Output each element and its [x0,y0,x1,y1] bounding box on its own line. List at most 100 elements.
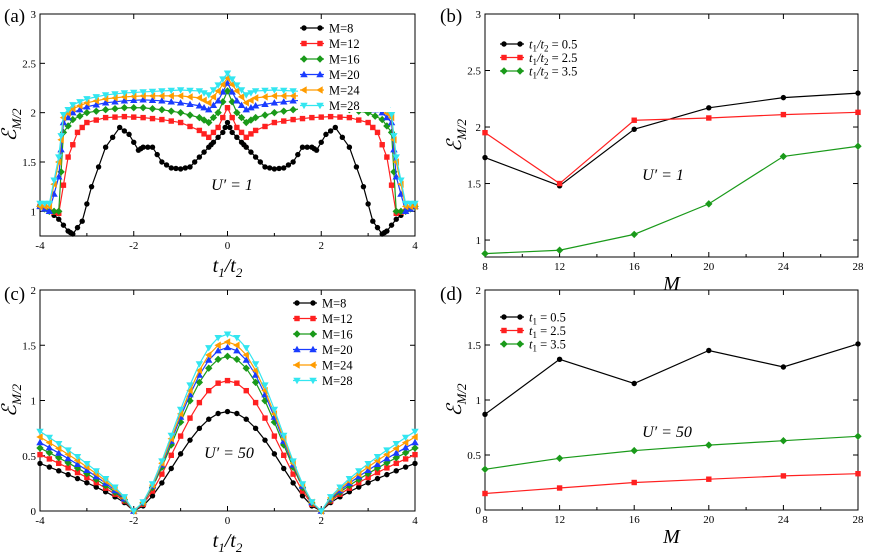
data-point [37,451,43,458]
data-point [101,476,110,483]
data-point [780,94,787,101]
data-point [227,124,233,131]
data-point [290,159,296,165]
data-point [158,458,166,465]
data-point [195,94,203,102]
legend-marker [501,41,507,47]
legend-sub: 2 [544,71,549,81]
data-point [251,102,260,109]
data-point [76,112,84,120]
data-point [187,415,193,421]
legend-sub: 1 [532,71,537,81]
legend-bg [298,20,390,112]
data-point [356,117,362,123]
data-point [401,434,410,442]
annotation: U′ = 1 [211,177,253,194]
data-point [131,139,137,145]
legend-part: /t [536,51,544,65]
data-point [195,102,204,109]
data-point [247,104,255,111]
data-point [130,89,138,97]
y-tick-label: 0 [476,505,482,517]
series-line-t1/t2 = 3.5 [484,145,859,255]
data-point [36,200,44,208]
data-point [299,115,306,122]
data-point [95,164,102,170]
data-point [120,90,129,97]
data-point [149,493,156,499]
data-point [126,131,132,138]
data-point [93,117,99,123]
data-point [482,490,488,497]
data-point [121,128,128,134]
data-point [234,124,240,131]
y-axis-label: ℰM/2 [0,108,24,142]
data-point [855,90,861,96]
data-point [46,464,53,470]
data-point [206,134,212,141]
legend-part: = 3.5 [537,338,566,352]
y-tick-label: 1.5 [22,340,36,352]
panel-c: -4 -2 0 2 4 0 0.5 1 1.5 2 [22,285,419,527]
data-point [383,113,391,121]
data-point [373,454,382,461]
y-axis-label-main: ℰ [0,403,21,417]
data-point [242,364,250,372]
data-point [365,474,371,481]
data-point [854,432,862,440]
data-point [705,441,713,449]
data-point [261,93,268,101]
data-point [353,164,360,170]
data-point [229,129,235,136]
data-point [233,341,240,349]
data-point [112,114,118,120]
data-point [280,432,288,440]
data-point [281,165,287,171]
legend-sub: 2 [544,44,549,54]
data-point [201,131,207,137]
data-point [187,123,193,130]
data-point [252,425,259,432]
data-point [76,99,84,106]
x-tick-label: -2 [129,240,138,252]
data-point [228,98,236,106]
data-point [233,108,241,117]
data-point [149,144,156,150]
data-point [83,99,90,107]
data-point [56,468,62,474]
data-point [233,97,241,104]
data-point [371,112,379,120]
legend-label: M=16 [322,328,353,342]
legend-part: t [529,38,533,52]
data-point [159,480,165,486]
data-point [177,166,184,172]
data-point [84,474,90,481]
data-point [482,129,488,136]
data-point [209,101,218,108]
data-point [855,341,861,347]
data-point [186,386,193,395]
data-point [271,166,278,172]
data-point [148,105,157,113]
data-point [251,378,260,387]
data-point [84,119,90,126]
data-point [111,105,119,113]
data-point [327,113,334,120]
legend-marker [309,361,316,369]
data-point [55,154,63,161]
data-point [200,104,208,111]
x-tick-label: 24 [778,514,790,526]
data-point [205,99,212,107]
data-point [205,106,213,113]
data-point [706,347,712,354]
x-tick-label: 0 [225,240,231,252]
data-point [177,451,184,457]
data-point [318,139,324,145]
data-point [55,449,63,456]
data-point [223,338,231,346]
y-tick-label: 2.5 [467,66,481,78]
data-point [631,126,637,132]
data-point [200,90,208,97]
data-point [224,119,231,126]
data-point [289,88,297,95]
